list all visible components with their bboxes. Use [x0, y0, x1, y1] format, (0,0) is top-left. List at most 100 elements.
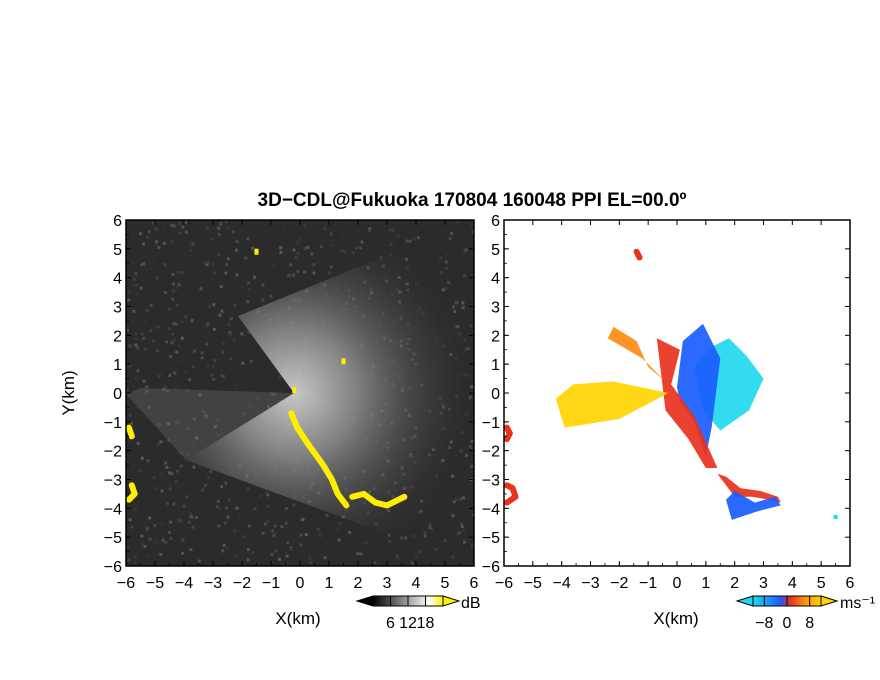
noise-pixel	[183, 370, 187, 374]
noise-pixel	[204, 334, 208, 338]
noise-pixel	[226, 257, 230, 261]
noise-pixel	[251, 551, 255, 555]
noise-pixel	[306, 245, 310, 249]
x-tick-label: −5	[146, 575, 164, 592]
echo-streak	[126, 482, 138, 503]
noise-pixel	[234, 248, 238, 252]
noise-pixel	[137, 474, 141, 478]
noise-pixel	[184, 230, 188, 234]
noise-pixel	[210, 373, 214, 377]
y-tick-label: −5	[482, 530, 500, 547]
noise-pixel	[288, 273, 291, 277]
noise-pixel	[133, 278, 136, 281]
noise-pixel	[175, 469, 179, 473]
noise-pixel	[263, 257, 267, 261]
noise-pixel	[293, 223, 297, 227]
x-tick-label: −4	[175, 575, 193, 592]
noise-pixel	[176, 486, 180, 489]
noise-pixel	[128, 364, 132, 368]
colorbar-tick-label: 6	[386, 615, 395, 632]
noise-pixel	[294, 243, 298, 246]
noise-pixel	[162, 225, 166, 229]
y-tick-label: −5	[104, 530, 122, 547]
noise-pixel	[147, 405, 151, 409]
noise-pixel	[213, 359, 217, 363]
noise-pixel	[284, 290, 288, 294]
noise-pixel	[157, 374, 161, 378]
noise-pixel	[164, 461, 168, 465]
noise-pixel	[142, 451, 146, 454]
x-tick-label: 1	[325, 575, 334, 592]
noise-pixel	[360, 240, 364, 244]
noise-pixel	[136, 369, 140, 373]
noise-pixel	[244, 256, 248, 260]
noise-pixel	[212, 377, 216, 381]
noise-pixel	[220, 485, 224, 489]
noise-pixel	[216, 499, 220, 503]
noise-pixel	[261, 298, 265, 302]
noise-pixel	[231, 230, 235, 234]
noise-pixel	[177, 421, 180, 425]
noise-pixel	[140, 456, 144, 460]
noise-pixel	[227, 498, 231, 502]
noise-pixel	[368, 227, 372, 231]
noise-pixel	[375, 558, 379, 562]
y-tick-label: −1	[104, 415, 122, 432]
noise-pixel	[330, 243, 334, 247]
noise-pixel	[177, 283, 181, 287]
velocity-region	[656, 338, 718, 468]
velocity-streak	[504, 424, 513, 443]
noise-pixel	[171, 332, 175, 336]
noise-pixel	[396, 538, 400, 542]
noise-pixel	[139, 469, 142, 472]
noise-pixel	[226, 515, 230, 519]
echo-blob	[292, 387, 297, 394]
noise-pixel	[354, 246, 358, 250]
velocity-x-axis-label: X(km)	[653, 609, 698, 628]
noise-pixel	[289, 546, 293, 550]
noise-pixel	[164, 323, 168, 327]
noise-pixel	[205, 226, 209, 230]
x-tick-label: 5	[441, 575, 450, 592]
noise-pixel	[174, 480, 178, 484]
noise-pixel	[184, 221, 188, 224]
noise-pixel	[189, 515, 193, 518]
noise-pixel	[178, 231, 182, 235]
noise-pixel	[292, 273, 296, 277]
noise-pixel	[279, 250, 283, 254]
noise-pixel	[247, 400, 251, 404]
y-tick-label: 4	[113, 271, 122, 288]
noise-pixel	[155, 349, 159, 353]
noise-pixel	[246, 487, 250, 490]
noise-pixel	[292, 503, 296, 507]
noise-pixel	[329, 265, 333, 269]
noise-pixel	[169, 520, 173, 524]
noise-pixel	[179, 519, 183, 523]
noise-pixel	[132, 245, 136, 249]
noise-pixel	[200, 356, 204, 360]
noise-pixel	[303, 224, 307, 227]
echo-streak	[126, 424, 135, 440]
noise-pixel	[282, 562, 286, 566]
noise-pixel	[155, 276, 159, 280]
noise-pixel	[177, 518, 180, 522]
noise-pixel	[127, 558, 131, 562]
noise-pixel	[203, 355, 207, 358]
echo-streak	[349, 490, 408, 509]
noise-pixel	[168, 471, 171, 475]
noise-pixel	[264, 490, 268, 494]
noise-pixel	[185, 526, 189, 530]
noise-pixel	[164, 540, 168, 544]
noise-pixel	[127, 298, 131, 302]
noise-pixel	[133, 560, 137, 564]
noise-pixel	[233, 304, 237, 307]
noise-pixel	[191, 525, 195, 529]
x-tick-label: −5	[524, 575, 542, 592]
noise-pixel	[163, 385, 167, 389]
noise-pixel	[389, 243, 393, 247]
noise-pixel	[137, 411, 141, 415]
noise-pixel	[156, 292, 159, 296]
noise-pixel	[284, 521, 288, 525]
x-tick-label: 5	[817, 575, 826, 592]
noise-pixel	[190, 239, 194, 243]
